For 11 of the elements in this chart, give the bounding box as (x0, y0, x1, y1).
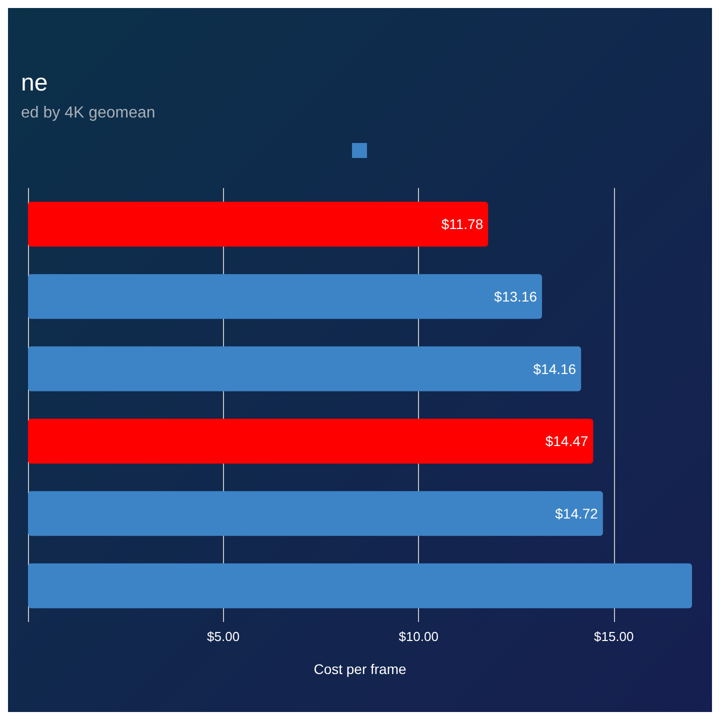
data-label: $14.72 (555, 506, 598, 522)
data-label: $14.47 (545, 433, 588, 450)
x-axis-title: Cost per frame (314, 661, 407, 677)
x-tick-label: $10.00 (398, 629, 438, 644)
x-tick-label: $15.00 (594, 629, 634, 644)
chart-subtitle: ed by 4K geomean (21, 104, 156, 122)
chart-title: ne (21, 70, 48, 96)
data-label: $14.16 (533, 360, 576, 377)
data-label: $13.16 (494, 288, 538, 304)
x-tick-label: $5.00 (207, 629, 240, 644)
data-label: $11.78 (441, 216, 484, 232)
